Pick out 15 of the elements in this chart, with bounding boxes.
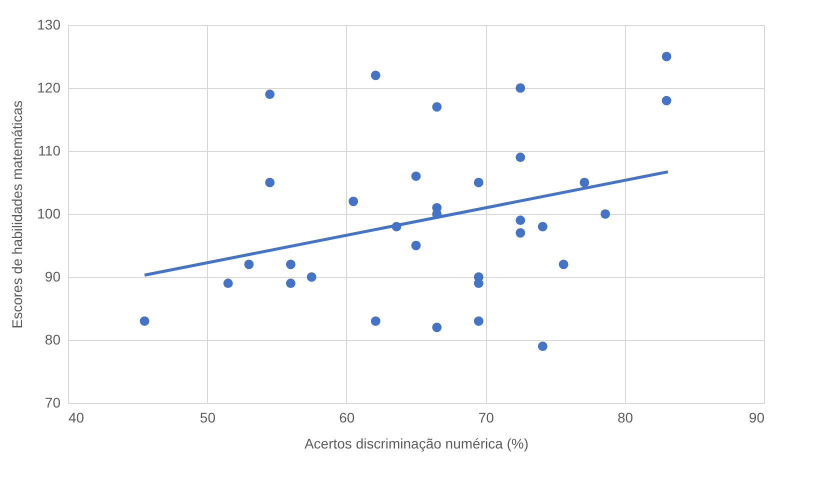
- y-tick-label: 130: [37, 16, 61, 32]
- x-tick-label: 50: [200, 410, 216, 426]
- x-tick-label: 60: [339, 410, 355, 426]
- x-tick-label: 80: [618, 410, 634, 426]
- y-tick-label: 110: [38, 142, 61, 158]
- x-axis-title: Acertos discriminação numérica (%): [304, 436, 529, 452]
- y-tick-label: 70: [44, 394, 61, 410]
- y-tick-label: 90: [44, 268, 61, 284]
- y-tick-label: 80: [44, 332, 61, 348]
- y-tick-label: 100: [37, 206, 61, 222]
- y-axis-title: Escores de habilidades matemáticas: [9, 100, 26, 329]
- y-tick-label: 120: [37, 80, 61, 96]
- x-tick-label: 40: [68, 410, 84, 426]
- x-tick-label: 90: [748, 410, 765, 426]
- x-tick-label: 70: [478, 410, 494, 426]
